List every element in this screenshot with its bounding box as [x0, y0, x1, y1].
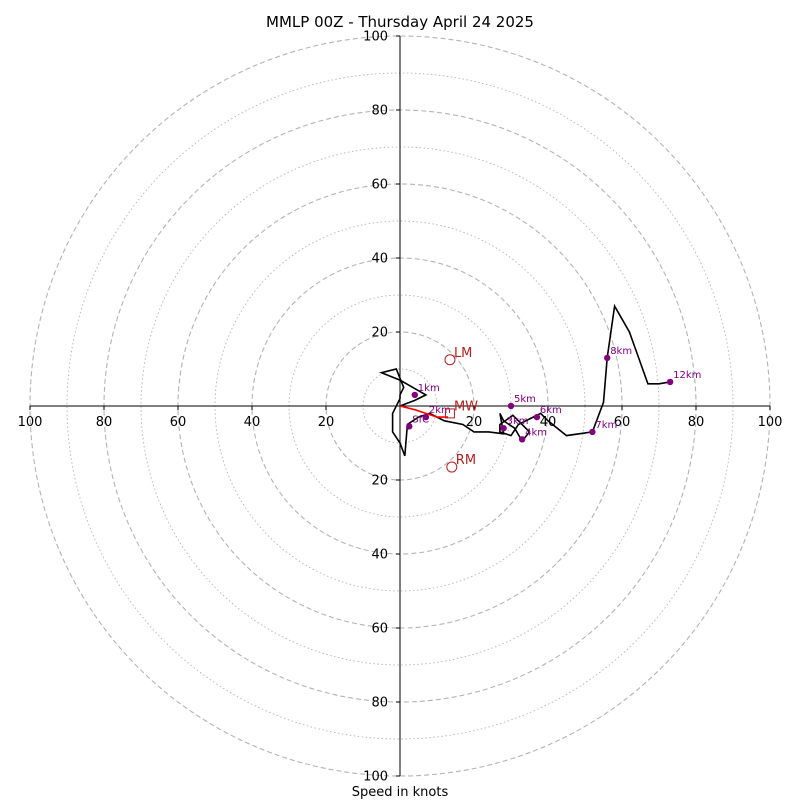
y-tick-label: 100	[363, 770, 388, 785]
y-tick-label: 100	[363, 30, 388, 45]
height-point	[500, 425, 507, 432]
height-point-label: 5km	[514, 394, 536, 405]
height-point-label: 4km	[525, 427, 547, 438]
storm-motion-marker	[444, 354, 456, 366]
y-tick-label: 20	[371, 474, 388, 489]
height-point	[422, 413, 430, 421]
storm-motion-marker	[446, 461, 458, 473]
height-point	[533, 413, 541, 421]
x-tick-label: 100	[758, 415, 783, 430]
height-point	[411, 391, 418, 399]
height-point-label: 12km	[673, 370, 701, 381]
axis-ticks: 100 80 60 40 20 20 40 60 80 100 100 80 60 40 20 20 40 60 8…	[18, 30, 783, 785]
x-axis-label: Speed in knots	[352, 785, 449, 800]
height-point	[507, 402, 515, 410]
height-point-label: 3km	[507, 416, 529, 427]
x-tick-label: 40	[540, 415, 557, 430]
height-point	[406, 423, 413, 430]
storm-motion-label: LM	[454, 346, 472, 361]
height-point-label: 6km	[540, 405, 562, 416]
x-tick-label: 40	[244, 415, 261, 430]
x-tick-label: 60	[614, 415, 631, 430]
x-tick-label: 20	[466, 415, 483, 430]
y-tick-label: 80	[371, 696, 388, 711]
height-point-label: 2km	[429, 405, 451, 416]
height-point	[666, 378, 674, 386]
height-point	[589, 428, 596, 436]
height-point	[518, 436, 526, 443]
storm-motion-label: MW	[454, 399, 478, 414]
chart-title: MMLP 00Z - Thursday April 24 2025	[266, 13, 534, 31]
x-tick-label: 80	[96, 415, 113, 430]
height-point-label: 7km	[595, 420, 617, 431]
storm-motion-marker	[444, 408, 455, 419]
low-level-wind-line	[399, 405, 449, 418]
y-tick-label: 40	[371, 252, 388, 267]
x-tick-label: 80	[688, 415, 705, 430]
height-point-label: SfC	[412, 414, 429, 425]
height-point-label: 8km	[610, 346, 632, 357]
storm-motion-label: RM	[456, 453, 476, 468]
x-tick-label: 20	[318, 415, 335, 430]
storm-motion-markers: LM MW RM	[444, 346, 478, 473]
height-point-label: 1km	[418, 383, 440, 394]
y-tick-label: 20	[371, 326, 388, 341]
x-tick-label: 60	[170, 415, 187, 430]
y-tick-label: 60	[371, 178, 388, 193]
y-tick-label: 80	[371, 104, 388, 119]
y-tick-label: 60	[371, 622, 388, 637]
x-tick-label: 100	[18, 415, 43, 430]
height-point	[604, 354, 611, 362]
y-tick-label: 40	[371, 548, 388, 563]
